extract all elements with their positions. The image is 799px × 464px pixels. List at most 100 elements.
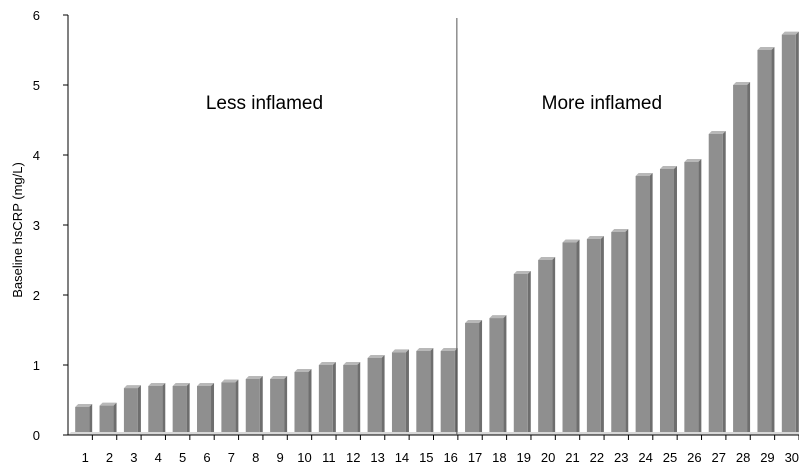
bar-front [586, 239, 601, 435]
bar-1 [75, 404, 93, 435]
bar-21 [562, 239, 580, 435]
y-tick-label: 5 [33, 78, 40, 93]
annotation-less-inflamed: Less inflamed [206, 93, 323, 114]
bar-side [698, 159, 702, 435]
bar-front [294, 372, 309, 435]
bar-top [489, 315, 507, 319]
bar-top [99, 402, 117, 406]
bar-front [465, 323, 480, 435]
bar-top [318, 362, 336, 365]
bar-side [771, 47, 775, 435]
y-tick-label: 6 [33, 8, 40, 23]
bar-top [708, 131, 726, 134]
bar-side [137, 385, 141, 435]
bar-front [611, 232, 626, 435]
bar-side [284, 376, 288, 435]
bar-front [416, 351, 431, 435]
bar-top [538, 257, 556, 260]
bar-top [123, 385, 141, 389]
x-tick-label: 2 [106, 450, 113, 464]
chart-floor [68, 432, 799, 435]
bar-16 [440, 348, 458, 435]
bar-top [611, 229, 629, 232]
x-tick-label: 23 [614, 450, 628, 464]
bar-side [89, 404, 93, 435]
y-tick-label: 0 [33, 428, 40, 443]
bar-side [162, 383, 166, 435]
bar-front [148, 386, 163, 435]
bar-side [332, 362, 336, 435]
bar-top [221, 379, 239, 383]
bar-front [733, 85, 748, 435]
bar-side [186, 383, 190, 435]
x-tick-label: 10 [297, 450, 311, 464]
bar-9 [270, 376, 288, 435]
bar-20 [538, 257, 556, 435]
x-tick-label: 15 [419, 450, 433, 464]
bar-4 [148, 383, 166, 435]
bar-side [259, 376, 263, 435]
bar-side [308, 369, 312, 435]
bar-side [795, 31, 799, 435]
bar-14 [391, 349, 409, 435]
bar-front [538, 260, 553, 435]
bar-8 [245, 376, 263, 435]
bar-front [343, 365, 358, 435]
x-tick-label: 24 [638, 450, 652, 464]
bar-side [479, 320, 483, 435]
x-tick-label: 7 [228, 450, 235, 464]
bar-front [221, 382, 236, 435]
bars-group [75, 31, 799, 435]
bar-side [722, 131, 726, 435]
bar-front [489, 318, 504, 435]
bar-front [708, 134, 723, 435]
bar-front [562, 242, 577, 435]
x-tick-label: 13 [370, 450, 384, 464]
bar-front [781, 34, 796, 435]
bar-5 [172, 383, 190, 435]
x-tick-label: 9 [276, 450, 283, 464]
x-tick-label: 1 [82, 450, 89, 464]
bar-10 [294, 369, 312, 435]
x-tick-label: 4 [155, 450, 162, 464]
bar-22 [586, 236, 604, 435]
x-tick-label: 20 [541, 450, 555, 464]
bar-front [245, 379, 260, 435]
y-tick-label: 4 [33, 148, 40, 163]
x-tick-label: 22 [590, 450, 604, 464]
bar-side [357, 362, 361, 435]
bar-7 [221, 379, 239, 435]
bar-front [318, 365, 333, 435]
bar-top [197, 383, 215, 386]
bar-6 [197, 383, 215, 435]
x-tick-label: 6 [203, 450, 210, 464]
y-tick-label: 1 [33, 358, 40, 373]
x-tick-label: 25 [663, 450, 677, 464]
x-tick-label: 3 [130, 450, 137, 464]
bar-front [75, 407, 90, 435]
bar-top [465, 320, 483, 323]
bar-top [294, 369, 312, 372]
bar-15 [416, 348, 434, 435]
bar-side [113, 402, 117, 435]
bar-30 [781, 31, 799, 435]
x-tick-label: 17 [468, 450, 482, 464]
bar-side [503, 315, 507, 435]
bar-top [148, 383, 166, 386]
bar-side [235, 379, 239, 435]
bar-top [75, 404, 93, 407]
bar-side [576, 239, 580, 435]
bar-side [211, 383, 215, 435]
bar-24 [635, 173, 653, 435]
bar-front [757, 50, 772, 435]
bar-25 [659, 166, 677, 435]
bar-front [635, 176, 650, 435]
bar-12 [343, 362, 361, 435]
x-tick-label: 21 [565, 450, 579, 464]
bar-side [381, 355, 385, 435]
x-tick-label: 29 [760, 450, 774, 464]
bar-side [430, 348, 434, 435]
bar-front [684, 162, 699, 435]
x-tick-label: 19 [517, 450, 531, 464]
